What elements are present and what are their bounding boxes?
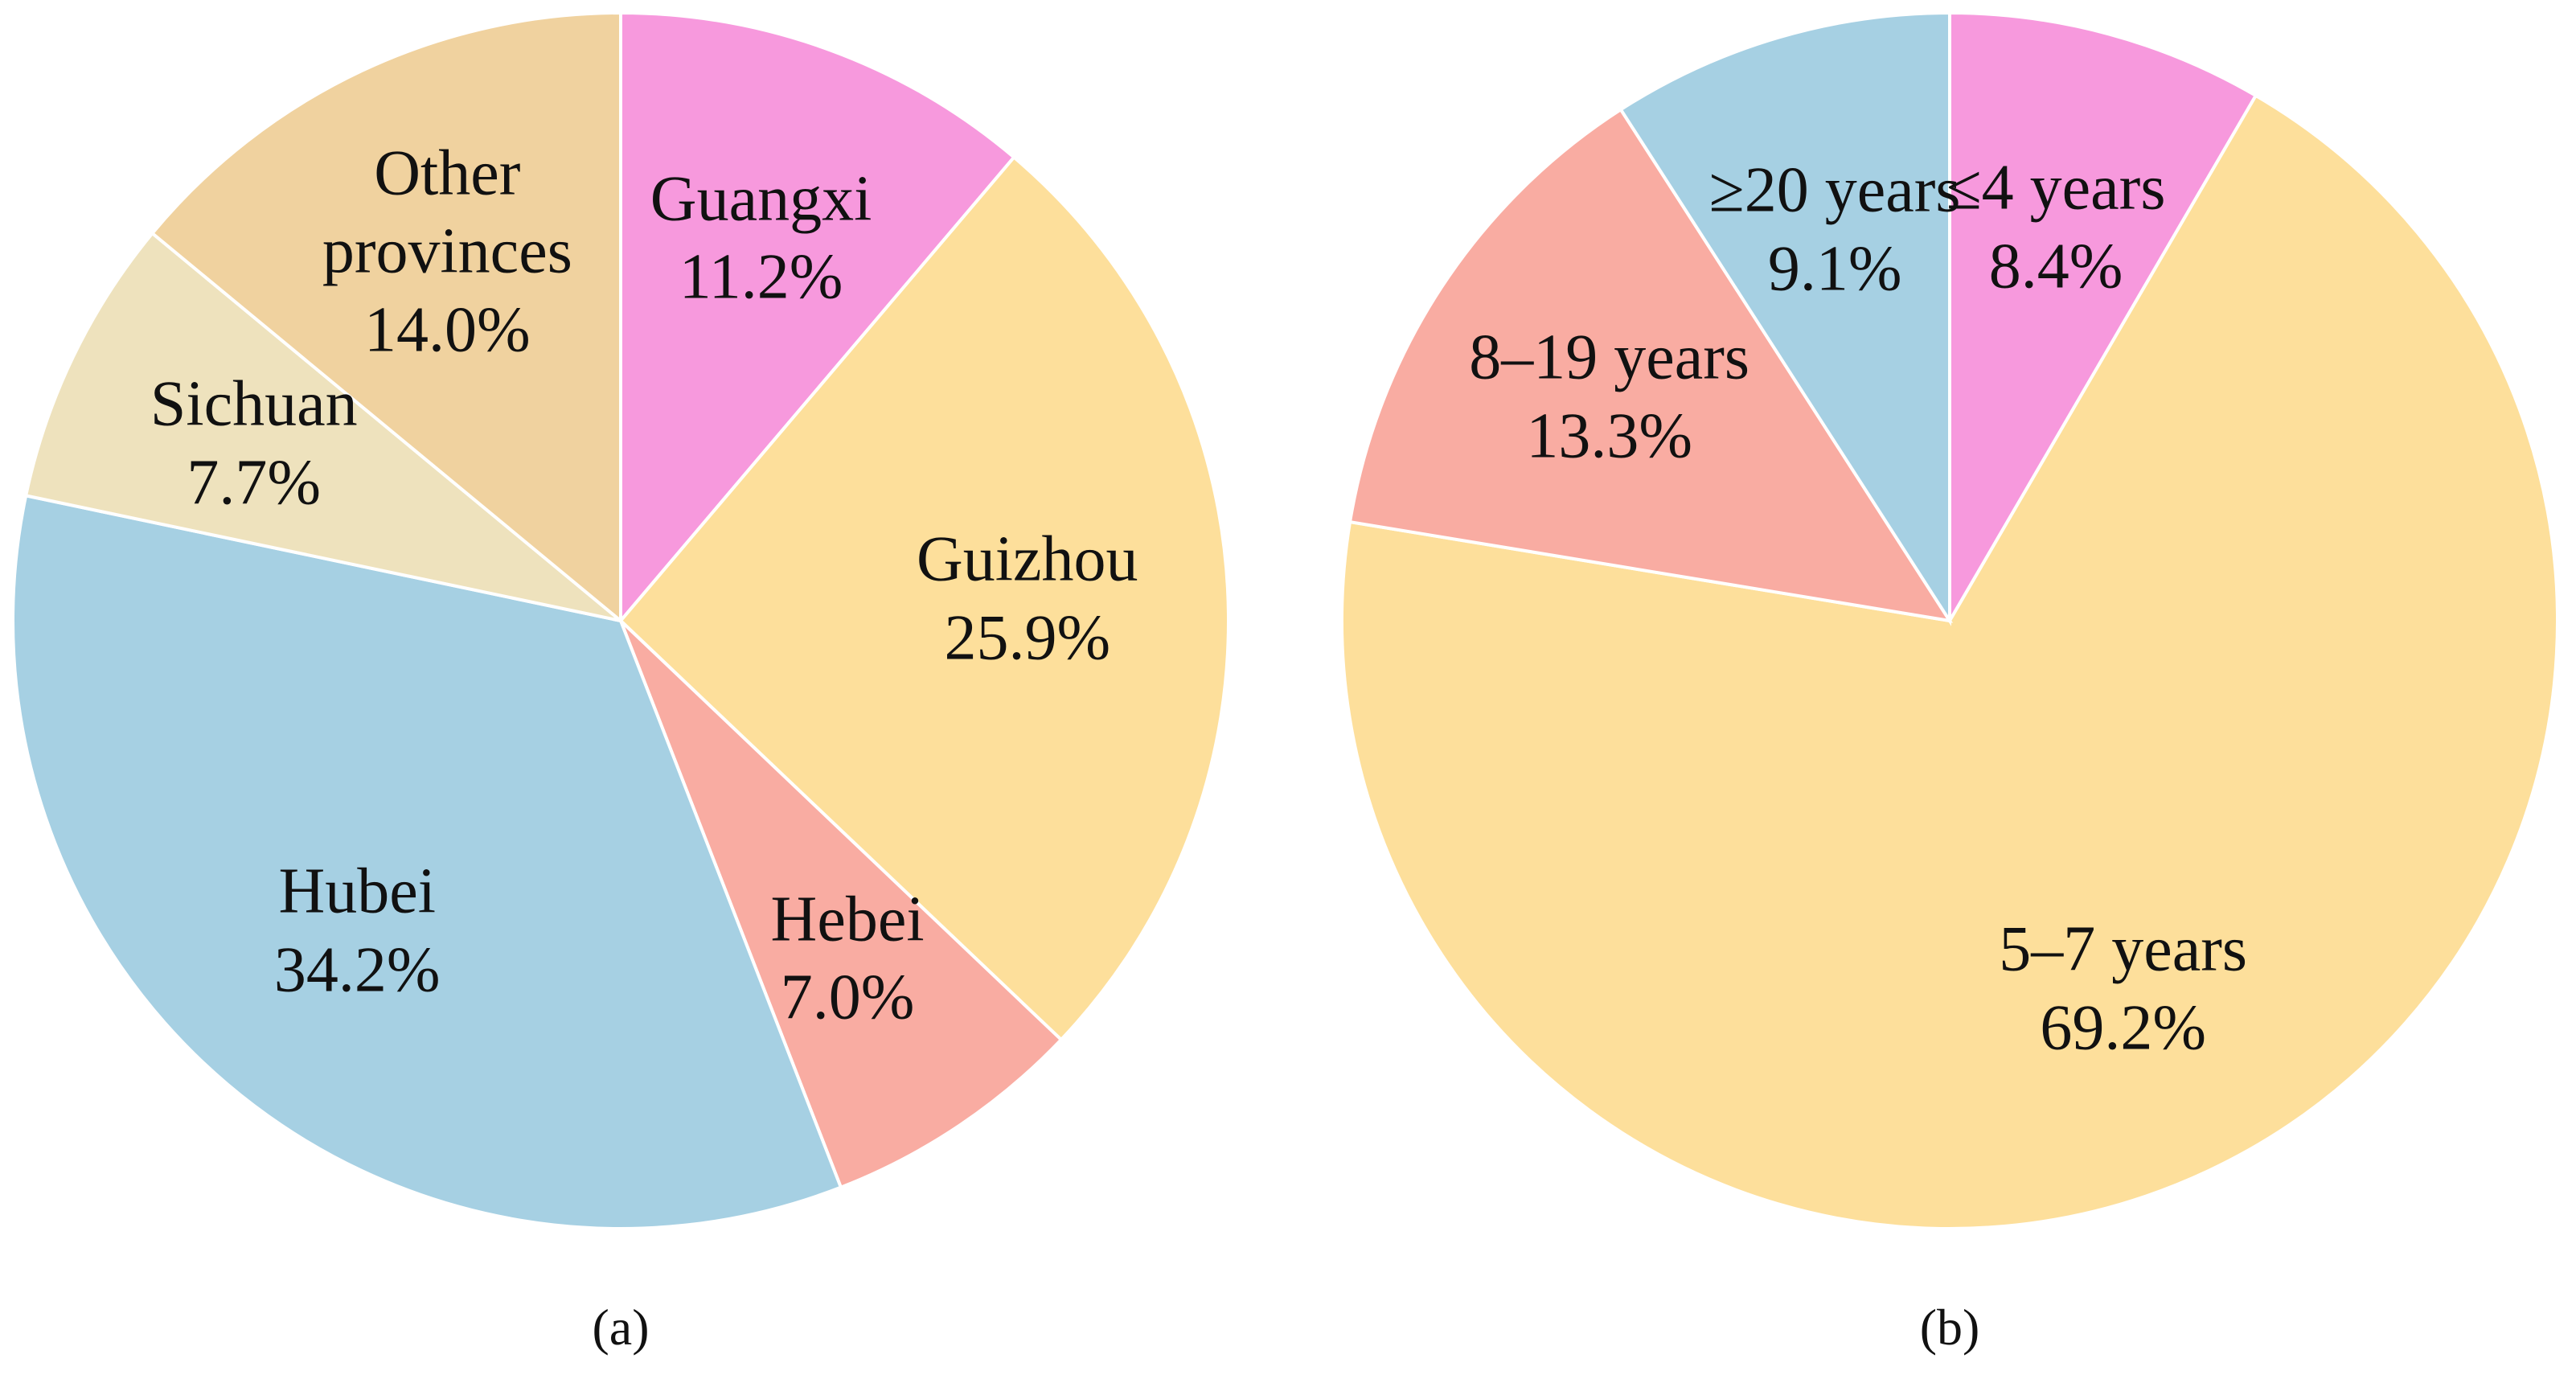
slice-value: 14.0% [364, 294, 531, 366]
pie-slice [1618, 10, 1951, 626]
slice-category: ≥20 years [1708, 154, 1961, 226]
slice-label: Hebei 7.0% [658, 880, 1036, 1037]
slice-category: Hubei [278, 856, 436, 927]
pie-slice [1948, 10, 2258, 627]
slice-label: Sichuan 7.7% [65, 365, 443, 522]
slice-label: 5–7 years 69.2% [1934, 911, 2312, 1068]
slice-value: 8.4% [1988, 231, 2123, 302]
slice-label: Guizhou 25.9% [839, 520, 1216, 677]
slice-value: 11.2% [679, 241, 843, 313]
slice-category: 5–7 years [1999, 913, 2248, 985]
slice-category: Guizhou [917, 523, 1138, 595]
pie-slice [619, 10, 1016, 626]
pie-slice [1340, 93, 2559, 1230]
slice-category: 8–19 years [1469, 322, 1750, 393]
slice-label: Hubei 34.2% [168, 853, 546, 1010]
slice-value: 7.0% [780, 962, 915, 1033]
slice-value: 34.2% [273, 934, 441, 1006]
slice-label: Guangxi 11.2% [572, 160, 950, 317]
pie-slice [150, 10, 622, 625]
pie-slice [619, 619, 1064, 1190]
slice-label: ≤4 years 8.4% [1867, 149, 2245, 306]
pie-slice [618, 154, 1230, 1042]
pie-slice [1347, 107, 1954, 623]
slice-value: 13.3% [1526, 400, 1692, 471]
slice-value: 25.9% [944, 601, 1111, 673]
caption: (b) [1919, 1299, 1980, 1356]
slice-category: Sichuan [150, 368, 358, 440]
pie-slice [11, 493, 843, 1230]
slice-value: 69.2% [2040, 992, 2206, 1064]
slice-category: ≤4 years [1946, 152, 2166, 224]
slice-category: Guangxi [650, 162, 872, 234]
caption: (a) [592, 1299, 650, 1356]
slice-label: ≥20 years 9.1% [1646, 151, 2024, 308]
slice-label: 8–19 years 13.3% [1421, 318, 1799, 475]
slice-value: 9.1% [1767, 233, 1902, 305]
slice-label: Other provinces 14.0% [258, 134, 636, 370]
slice-value: 7.7% [187, 447, 322, 519]
pie-slice [23, 231, 622, 622]
slice-category: Other provinces [322, 138, 572, 287]
slice-category: Hebei [770, 884, 925, 955]
